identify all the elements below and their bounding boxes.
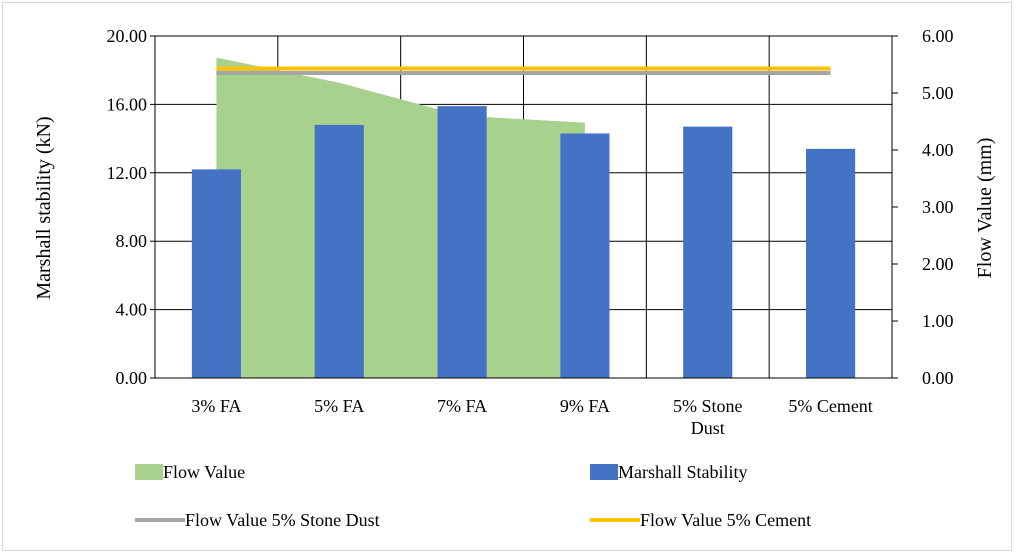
bar-marshall-stability [191, 169, 241, 378]
legend-swatch [590, 464, 618, 480]
y-tick-label: 0.00 [116, 368, 148, 388]
legend: Flow Value Marshall Stability Flow Value 5… [135, 462, 811, 530]
x-tick-label: 9% FA [560, 396, 610, 416]
bar-marshall-stability [314, 124, 364, 378]
x-tick-label: 7% FA [437, 396, 487, 416]
y2-tick-label: 6.00 [922, 26, 954, 46]
x-tick-label: 5% FA [314, 396, 364, 416]
bar-marshall-stability [437, 106, 487, 379]
y2-tick-label: 1.00 [922, 311, 954, 331]
y2-tick-label: 0.00 [922, 368, 954, 388]
legend-label: Flow Value 5% Stone Dust [185, 510, 380, 530]
y-tick-label: 16.00 [107, 94, 148, 114]
area-flow-value [216, 57, 585, 378]
y2-tick-label: 4.00 [922, 140, 954, 160]
bar-marshall-stability [683, 126, 733, 378]
bar-layer [191, 106, 856, 379]
legend-swatch [135, 464, 163, 480]
x-tick-label: 5% Cement [788, 396, 872, 416]
legend-item: Flow Value 5% Cement [590, 510, 811, 530]
legend-label: Flow Value [163, 462, 245, 482]
y2-tick-label: 5.00 [922, 83, 954, 103]
y-tick-label: 8.00 [116, 231, 148, 251]
y-tick-label: 20.00 [107, 26, 148, 46]
line-layer [216, 66, 831, 76]
y2-tick-label: 3.00 [922, 197, 954, 217]
x-tick-label: 3% FA [191, 396, 241, 416]
y-axis-title: Marshall stability (kN) [33, 116, 55, 299]
area-layer [216, 57, 585, 378]
legend-item: Flow Value [135, 462, 245, 482]
y-tick-label: 12.00 [107, 163, 148, 183]
y-tick-label: 4.00 [116, 300, 148, 320]
legend-item: Flow Value 5% Stone Dust [135, 510, 380, 530]
bar-marshall-stability [806, 148, 856, 378]
legend-label: Flow Value 5% Cement [640, 510, 811, 530]
y2-axis-title: Flow Value (mm) [974, 138, 996, 279]
bar-marshall-stability [560, 133, 610, 378]
x-tick-label: 5% Stone Dust [673, 396, 743, 438]
axis-layer: 0.00 4.00 8.00 12.00 16.00 20.00 0.00 1.00 2.00 3… [107, 26, 954, 438]
legend-label: Marshall Stability [618, 462, 748, 482]
y2-tick-label: 2.00 [922, 254, 954, 274]
legend-item: Marshall Stability [590, 462, 748, 482]
